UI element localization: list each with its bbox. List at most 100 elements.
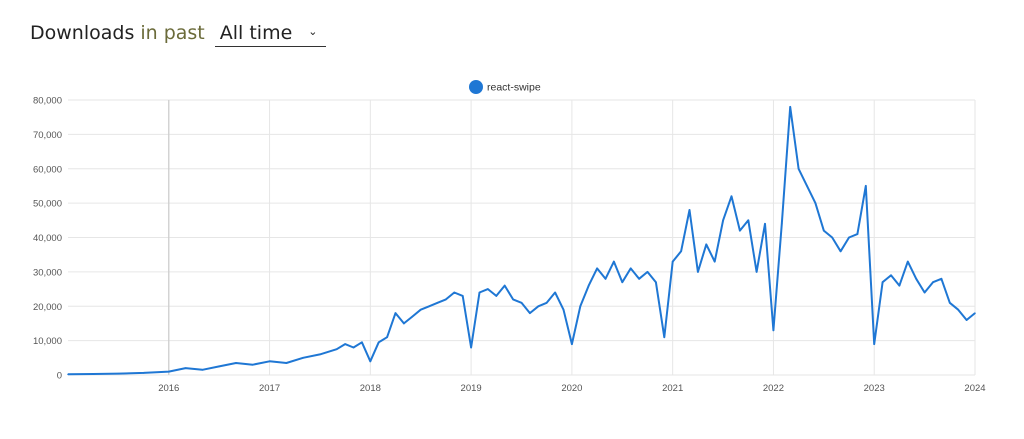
chart-svg: 0 10,000 20,000 30,000 40,000 50,000 60,000 70,… bbox=[33, 80, 986, 394]
data-point bbox=[839, 250, 842, 253]
data-point bbox=[697, 271, 699, 273]
data-point bbox=[587, 284, 590, 287]
data-point bbox=[781, 222, 783, 225]
data-point bbox=[520, 302, 523, 304]
data-point bbox=[873, 343, 876, 345]
x-tick-label: 2021 bbox=[662, 383, 683, 394]
data-point bbox=[739, 229, 741, 232]
data-point bbox=[705, 243, 708, 246]
data-point bbox=[403, 322, 405, 325]
data-point bbox=[797, 167, 800, 170]
data-point bbox=[495, 295, 498, 297]
data-point bbox=[965, 319, 968, 321]
data-point bbox=[856, 233, 859, 235]
y-tick-label: 30,000 bbox=[33, 267, 62, 278]
data-point bbox=[974, 312, 976, 314]
x-tick-label: 2020 bbox=[561, 383, 582, 394]
data-point bbox=[512, 298, 514, 301]
data-point bbox=[688, 209, 691, 211]
data-point bbox=[932, 281, 934, 283]
data-point bbox=[831, 236, 834, 239]
data-point bbox=[184, 367, 187, 369]
data-point bbox=[865, 185, 867, 187]
x-tick-label: 2023 bbox=[864, 383, 885, 394]
data-point bbox=[764, 222, 766, 225]
legend-label: react-swipe bbox=[487, 82, 541, 94]
data-point bbox=[545, 302, 548, 304]
y-tick-label: 70,000 bbox=[33, 130, 62, 141]
data-point bbox=[613, 260, 615, 263]
data-point bbox=[579, 305, 582, 308]
data-point bbox=[369, 360, 372, 363]
x-tick-label: 2018 bbox=[360, 383, 381, 394]
in-past-label: in past bbox=[140, 22, 205, 44]
data-point bbox=[470, 346, 472, 349]
data-point bbox=[814, 202, 817, 204]
data-point bbox=[142, 372, 145, 374]
time-range-select[interactable]: All time ⌄ bbox=[214, 22, 326, 47]
data-point bbox=[772, 329, 775, 332]
data-point bbox=[680, 250, 682, 253]
data-point bbox=[167, 370, 170, 373]
data-point bbox=[453, 291, 456, 294]
data-point bbox=[722, 219, 724, 222]
series-line-react-swipe bbox=[67, 105, 976, 376]
y-tick-label: 40,000 bbox=[33, 233, 62, 244]
data-point bbox=[646, 271, 649, 273]
x-tick-label: 2017 bbox=[259, 383, 280, 394]
data-point bbox=[394, 312, 397, 314]
x-tick-label: 2022 bbox=[763, 383, 784, 394]
data-point bbox=[940, 277, 943, 280]
data-point bbox=[890, 274, 892, 277]
data-point bbox=[478, 291, 481, 294]
data-point bbox=[823, 229, 825, 232]
data-point bbox=[663, 336, 666, 338]
y-tick-label: 80,000 bbox=[33, 96, 62, 107]
data-point bbox=[117, 372, 120, 375]
data-point bbox=[898, 284, 901, 287]
data-point bbox=[881, 281, 884, 283]
data-point bbox=[562, 308, 565, 311]
data-point bbox=[571, 343, 573, 345]
data-point bbox=[428, 305, 430, 308]
data-point bbox=[747, 219, 750, 222]
data-point bbox=[789, 106, 792, 108]
x-tick-label: 2016 bbox=[158, 383, 179, 394]
data-point bbox=[285, 362, 288, 364]
downloads-header: Downloads in past All time ⌄ bbox=[30, 22, 326, 47]
data-point bbox=[655, 281, 657, 283]
data-point bbox=[67, 373, 69, 376]
data-point bbox=[604, 277, 607, 280]
data-point bbox=[730, 195, 733, 198]
data-point bbox=[377, 341, 380, 344]
data-point bbox=[319, 353, 321, 356]
data-point bbox=[596, 267, 598, 270]
data-point bbox=[503, 284, 506, 287]
data-point bbox=[335, 348, 338, 351]
data-point bbox=[755, 271, 758, 273]
y-tick-label: 0 bbox=[57, 371, 62, 382]
data-point bbox=[92, 373, 94, 375]
data-point bbox=[554, 291, 556, 294]
data-point bbox=[537, 305, 540, 308]
data-point bbox=[713, 260, 716, 263]
data-point bbox=[671, 260, 674, 263]
x-tick-label: 2019 bbox=[461, 383, 482, 394]
data-point bbox=[218, 365, 220, 368]
chevron-down-icon: ⌄ bbox=[308, 24, 318, 38]
data-point bbox=[344, 343, 346, 345]
data-point bbox=[923, 291, 926, 294]
data-point bbox=[251, 363, 254, 366]
data-point bbox=[235, 362, 237, 364]
x-tick-label: 2024 bbox=[964, 383, 985, 394]
data-point bbox=[411, 315, 414, 318]
data-point bbox=[461, 295, 464, 297]
data-point bbox=[949, 302, 951, 304]
y-tick-label: 10,000 bbox=[33, 336, 62, 347]
data-point bbox=[436, 302, 439, 304]
data-point bbox=[629, 267, 632, 270]
data-point bbox=[445, 298, 447, 301]
data-point bbox=[386, 336, 388, 338]
y-tick-label: 60,000 bbox=[33, 164, 62, 175]
time-range-value: All time bbox=[219, 22, 293, 44]
